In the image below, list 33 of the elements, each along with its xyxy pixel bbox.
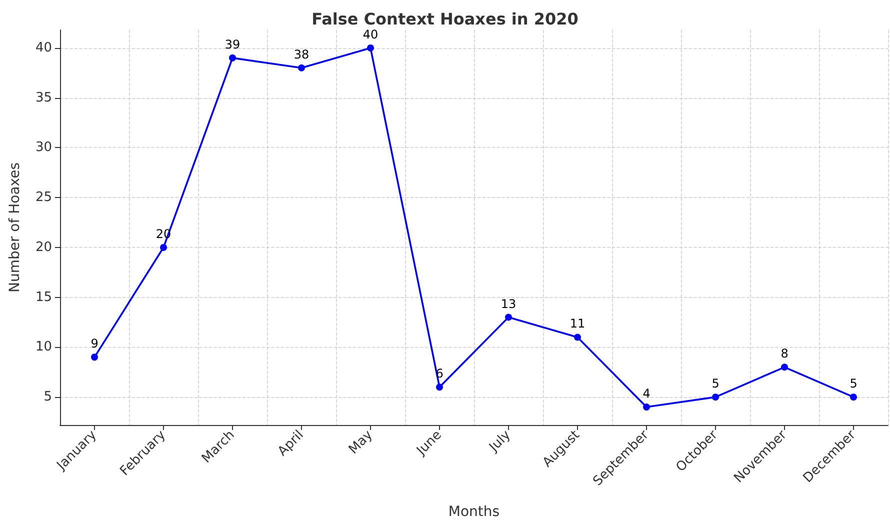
y-tick-label: 40 (35, 40, 52, 56)
y-tick-label: 15 (35, 290, 52, 305)
data-label: 11 (570, 316, 586, 331)
point (574, 334, 581, 341)
data-label: 9 (90, 336, 98, 351)
data-label: 13 (500, 296, 516, 311)
point (91, 354, 98, 361)
y-tick-label: 35 (35, 90, 52, 106)
point (505, 314, 512, 321)
point (850, 394, 857, 401)
y-tick-label: 25 (35, 190, 52, 206)
y-tick-label: 30 (35, 140, 52, 156)
data-label: 38 (294, 47, 310, 62)
y-axis-title: Number of Hoaxes (7, 162, 23, 293)
point (781, 364, 788, 371)
point (160, 244, 167, 251)
y-tick-label: 20 (35, 240, 52, 255)
point (712, 394, 719, 401)
data-label: 5 (850, 376, 858, 391)
x-axis-title: Months (448, 504, 500, 520)
point (436, 384, 443, 391)
data-label: 40 (362, 27, 378, 42)
point (643, 404, 650, 411)
data-label: 39 (224, 37, 240, 52)
point (367, 44, 374, 52)
data-label: 5 (712, 376, 720, 391)
data-label: 4 (642, 386, 650, 401)
point (229, 54, 236, 62)
chart-title: False Context Hoaxes in 2020 (312, 10, 578, 28)
data-label: 8 (780, 346, 788, 361)
y-tick-label: 10 (35, 340, 52, 355)
point (298, 64, 305, 72)
y-tick-label: 5 (44, 390, 52, 405)
